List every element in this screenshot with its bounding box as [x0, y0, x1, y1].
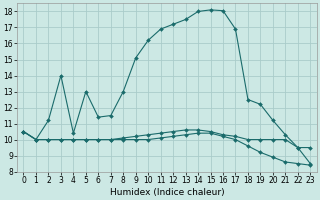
- X-axis label: Humidex (Indice chaleur): Humidex (Indice chaleur): [109, 188, 224, 197]
